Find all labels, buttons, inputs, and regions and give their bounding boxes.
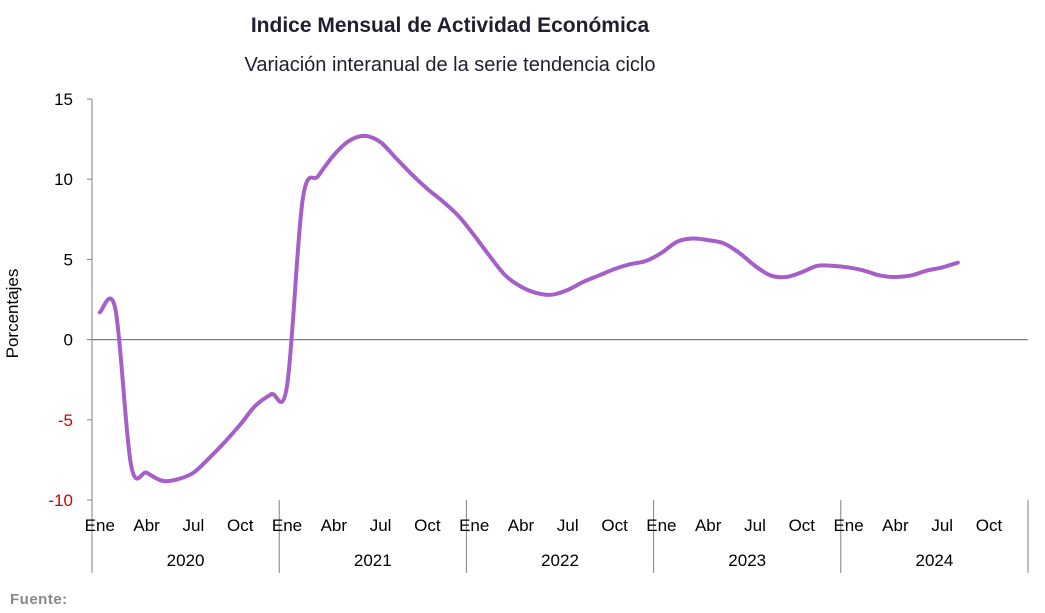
month-label: Ene [459,516,489,535]
y-tick-label: -5 [58,411,73,430]
month-label: Oct [601,516,628,535]
month-label: Ene [272,516,302,535]
source-label: Fuente: [10,591,68,608]
chart-title: Indice Mensual de Actividad Económica [250,14,650,37]
year-label: 2023 [728,551,766,570]
y-tick-label: -10 [48,491,73,510]
y-tick-label: 10 [54,170,73,189]
year-label: 2022 [541,551,579,570]
chart-subtitle: Variación interanual de la serie tendenc… [244,54,656,76]
month-label: Jul [931,516,953,535]
month-label: Jul [183,516,205,535]
y-tick-label: 15 [54,90,73,109]
month-label: Jul [370,516,392,535]
month-label: Oct [414,516,441,535]
year-label: 2020 [167,551,205,570]
month-label: Oct [789,516,816,535]
year-label: 2021 [354,551,392,570]
month-label: Oct [227,516,254,535]
month-label: Abr [321,516,348,535]
month-label: Abr [133,516,160,535]
month-label: Jul [557,516,579,535]
month-label: Abr [508,516,535,535]
month-label: Ene [833,516,863,535]
year-label: 2024 [915,551,953,570]
month-label: Oct [976,516,1003,535]
month-label: Ene [646,516,676,535]
y-axis-title: Porcentajes [3,269,22,359]
y-tick-label: 0 [64,331,73,350]
series-line [97,133,960,484]
month-label: Abr [695,516,722,535]
month-label: Jul [744,516,766,535]
month-label: Ene [85,516,115,535]
y-tick-label: 5 [64,250,73,269]
month-label: Abr [882,516,909,535]
